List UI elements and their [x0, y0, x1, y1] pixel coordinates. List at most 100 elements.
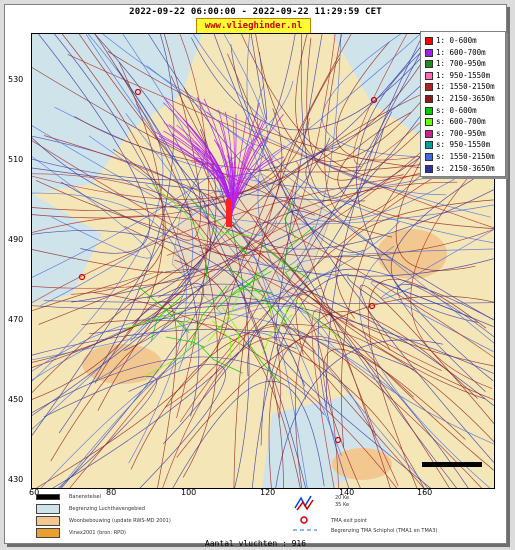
- noise-contour-icon: [294, 495, 314, 511]
- legend-swatch: [425, 37, 433, 45]
- tma-exit-point-1: [134, 88, 142, 96]
- flight-track: [32, 158, 286, 219]
- flight-track: [32, 167, 366, 202]
- flight-track: [300, 34, 393, 198]
- flight-track: [32, 318, 188, 381]
- legend-label: s: 2150-3650m: [436, 163, 495, 173]
- flight-track: [32, 225, 189, 274]
- brand-label[interactable]: www.vlieghinder.nl: [196, 18, 311, 34]
- legend-swatch: [425, 83, 433, 92]
- flight-track: [359, 245, 491, 488]
- departure-track: [190, 285, 228, 346]
- map-canvas: [32, 34, 494, 488]
- flight-track: [61, 283, 205, 488]
- departure-track: [240, 246, 248, 254]
- flight-track: [359, 284, 494, 424]
- flight-track: [32, 173, 281, 419]
- flight-track: [276, 344, 431, 488]
- runway-swatch: [36, 494, 60, 500]
- legend-label: s: 700-950m: [436, 128, 486, 138]
- flight-track: [273, 34, 323, 340]
- departure-track: [285, 304, 290, 316]
- flight-track: [295, 311, 478, 488]
- legend-swatch: [425, 141, 433, 150]
- flight-track: [251, 273, 349, 488]
- flight-track: [94, 301, 177, 488]
- airport-swatch: [36, 504, 60, 514]
- flight-track: [390, 165, 494, 323]
- map-key: Banenstelsel Begrenzing Luchthavengebied…: [31, 493, 493, 539]
- flight-track: [59, 305, 331, 488]
- flight-track: [93, 292, 397, 488]
- legend-label: s: 1550-2150m: [436, 152, 495, 161]
- legend-swatch: [425, 60, 433, 69]
- water-area-w: [32, 194, 102, 304]
- legend-item: 1: 1550-2150m: [425, 81, 495, 92]
- urban-area-1: [82, 344, 162, 384]
- flight-track: [32, 83, 423, 181]
- flight-track: [410, 147, 494, 389]
- time-range-title: 2022-09-22 06:00:00 - 2022-09-22 11:29:5…: [129, 7, 382, 17]
- flight-track-map[interactable]: [31, 33, 495, 489]
- flight-track: [58, 34, 175, 434]
- flight-track: [54, 34, 200, 417]
- flight-track: [164, 34, 336, 408]
- legend-label: 1: 950-1550m: [436, 70, 491, 80]
- flight-track: [233, 57, 340, 488]
- legend-label: 1: 700-950m: [436, 59, 486, 69]
- flight-track: [247, 34, 342, 269]
- legend-label: s: 0-600m: [436, 105, 477, 115]
- runway-label: Banenstelsel: [69, 494, 102, 500]
- flight-track: [255, 217, 494, 401]
- legend-item: s: 1550-2150m: [425, 151, 495, 162]
- departure-track: [247, 342, 281, 384]
- vinex-swatch: [36, 528, 60, 538]
- departure-track: [293, 298, 342, 340]
- y-tick-470: 470: [8, 315, 24, 324]
- flight-track: [94, 34, 211, 351]
- flight-track: [285, 210, 457, 488]
- departure-track: [137, 285, 190, 334]
- legend-swatch: [425, 71, 433, 80]
- legend-item: 1: 950-1550m: [425, 70, 490, 81]
- departure-track: [222, 306, 241, 353]
- flight-track: [78, 34, 486, 400]
- flight-track: [32, 108, 283, 368]
- flight-track: [127, 293, 494, 374]
- departure-track: [250, 294, 272, 319]
- airport-label: Begrenzing Luchthavengebied: [69, 506, 146, 512]
- legend-item: s: 700-950m: [425, 128, 486, 139]
- departure-track: [166, 336, 206, 348]
- flight-track: [32, 221, 400, 361]
- legend-item: s: 950-1550m: [425, 139, 490, 150]
- legend-label: 1: 2150-3650m: [436, 94, 495, 103]
- flight-track: [43, 135, 494, 358]
- flight-track: [32, 312, 394, 392]
- flight-track: [347, 274, 494, 328]
- y-tick-490: 490: [8, 235, 24, 244]
- flight-track: [131, 283, 469, 488]
- departure-track: [125, 310, 185, 330]
- flight-track: [380, 229, 494, 300]
- urban-label: Woonbebouwing (update RWS-MD 2001): [69, 518, 171, 524]
- legend-item: s: 2150-3650m: [425, 163, 495, 174]
- tma-exit-point-4: [368, 302, 376, 310]
- flight-track: [172, 381, 325, 488]
- flight-track: [32, 181, 458, 393]
- vinex-label: Vinex2001 (bron: RPD): [69, 530, 126, 536]
- flight-track: [322, 34, 455, 158]
- flight-track: [32, 62, 164, 400]
- flight-track: [32, 356, 325, 416]
- flight-track: [146, 65, 494, 344]
- flight-track: [193, 34, 447, 196]
- x-tick-160: 160: [417, 488, 433, 497]
- flight-track: [125, 113, 428, 488]
- x-tick-100: 100: [181, 488, 197, 497]
- runway-mark: [226, 199, 232, 227]
- flight-track: [32, 183, 295, 289]
- urban-swatch: [36, 516, 60, 526]
- flight-track: [130, 324, 494, 470]
- departure-track: [254, 269, 268, 283]
- departure-track: [190, 198, 248, 256]
- x-tick-140: 140: [339, 488, 355, 497]
